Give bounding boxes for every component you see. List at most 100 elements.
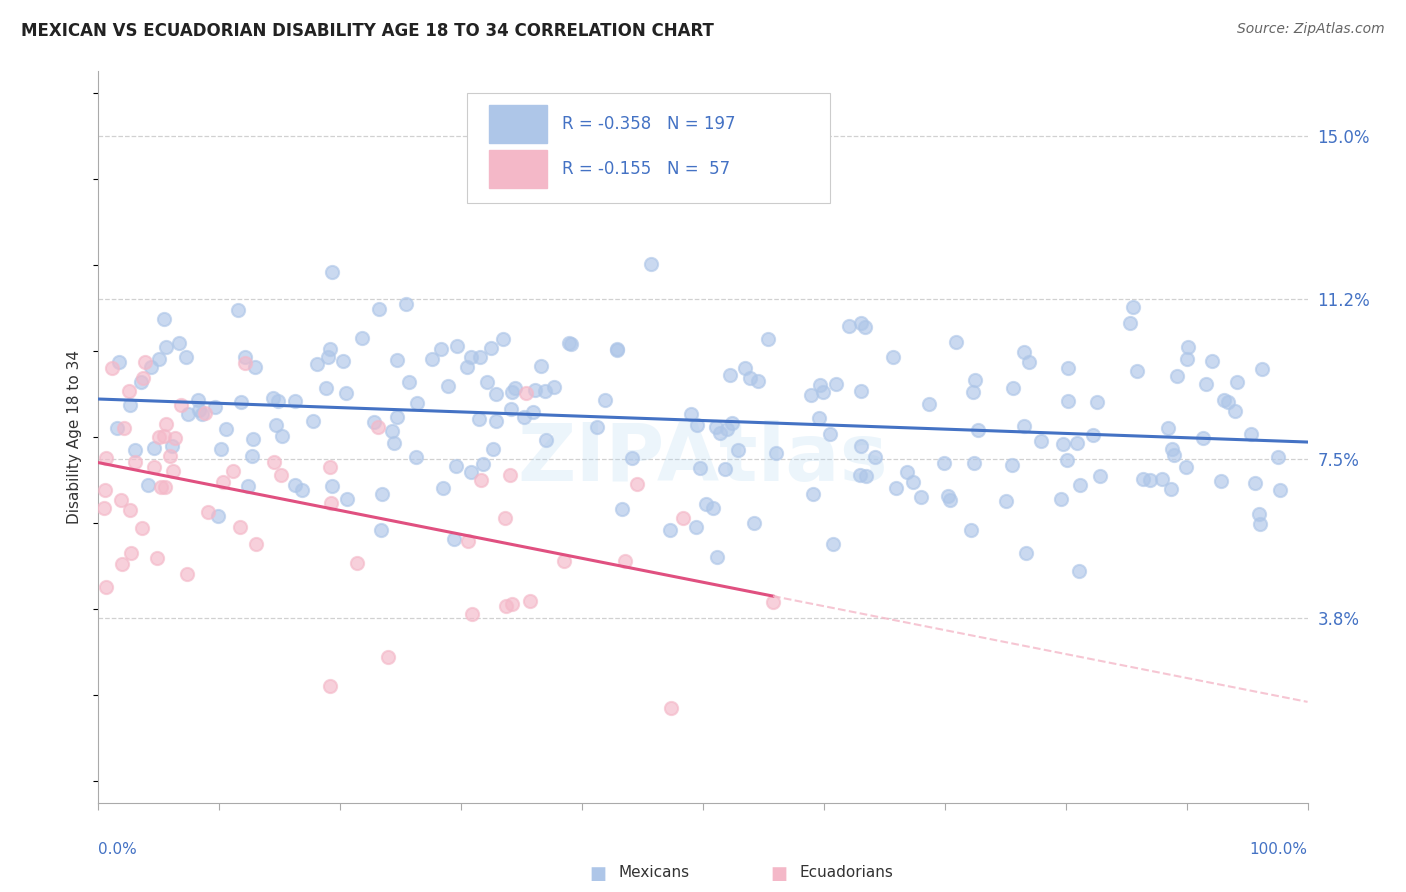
Point (468, 350, 491, 364)
Point (606, 343, 628, 358)
Point (1132, 472, 1154, 486)
Point (606, 343, 628, 357)
Point (446, 339, 468, 353)
Point (1119, 316, 1142, 330)
Point (704, 420, 727, 434)
Point (461, 607, 484, 621)
Point (1029, 434, 1052, 448)
Point (381, 424, 404, 438)
Point (533, 384, 555, 398)
FancyBboxPatch shape (467, 94, 830, 203)
Point (1057, 393, 1080, 408)
Point (105, 421, 128, 435)
Point (228, 302, 250, 317)
Point (124, 455, 146, 469)
Point (1243, 476, 1265, 491)
Point (370, 487, 392, 501)
Point (945, 335, 967, 350)
Point (1157, 421, 1180, 435)
Point (169, 336, 191, 351)
Point (1249, 517, 1271, 532)
Point (811, 384, 834, 399)
Point (853, 320, 876, 334)
Point (479, 341, 502, 355)
Point (808, 410, 831, 425)
Point (800, 388, 823, 402)
Point (734, 361, 756, 376)
Point (808, 378, 831, 392)
Point (271, 428, 294, 442)
Point (994, 493, 1017, 508)
Point (519, 594, 541, 608)
Point (855, 469, 877, 483)
Point (319, 679, 342, 693)
Point (263, 455, 285, 469)
Point (134, 355, 156, 369)
Point (709, 426, 731, 441)
Point (801, 486, 824, 500)
Point (1090, 469, 1112, 483)
Point (522, 405, 544, 419)
Point (176, 566, 198, 581)
Point (851, 316, 873, 330)
Point (903, 475, 925, 490)
Point (420, 351, 443, 366)
Point (1174, 460, 1197, 475)
Point (1267, 450, 1289, 464)
Point (118, 503, 141, 517)
Point (456, 359, 478, 374)
Point (207, 509, 229, 524)
Point (765, 446, 787, 460)
Point (437, 378, 460, 392)
Point (1240, 427, 1263, 442)
Point (1139, 473, 1161, 487)
Point (136, 478, 159, 492)
Point (932, 456, 955, 470)
Point (152, 429, 174, 443)
Point (491, 332, 513, 346)
Point (965, 373, 987, 387)
Point (485, 387, 508, 401)
Point (1192, 431, 1215, 445)
Point (1056, 452, 1078, 467)
Point (1018, 355, 1040, 369)
Point (1161, 442, 1184, 456)
Point (398, 375, 420, 389)
Text: ■: ■ (770, 865, 787, 883)
Point (1067, 564, 1090, 578)
Point (145, 551, 167, 566)
Point (111, 557, 134, 571)
Point (515, 385, 537, 400)
Point (1085, 395, 1108, 409)
Point (284, 478, 307, 492)
Point (194, 406, 217, 420)
Point (432, 481, 454, 495)
Point (495, 599, 517, 613)
Point (385, 409, 408, 424)
Point (621, 451, 644, 466)
Point (482, 442, 505, 456)
Point (319, 460, 342, 475)
Point (918, 397, 941, 411)
Point (494, 510, 516, 524)
Point (332, 354, 354, 368)
Point (118, 384, 141, 398)
Point (336, 491, 359, 506)
Point (242, 432, 264, 446)
Point (94, 450, 117, 465)
Point (460, 465, 482, 479)
Point (148, 430, 170, 444)
Point (1150, 472, 1173, 486)
Point (321, 478, 343, 492)
Point (585, 420, 607, 434)
Point (1001, 458, 1024, 472)
Point (160, 439, 183, 453)
Point (747, 374, 769, 388)
Point (702, 501, 724, 516)
Text: 0.0%: 0.0% (98, 842, 138, 856)
Point (301, 414, 323, 428)
Point (1163, 448, 1185, 462)
Point (264, 418, 287, 433)
Point (659, 523, 682, 537)
Point (738, 371, 761, 385)
